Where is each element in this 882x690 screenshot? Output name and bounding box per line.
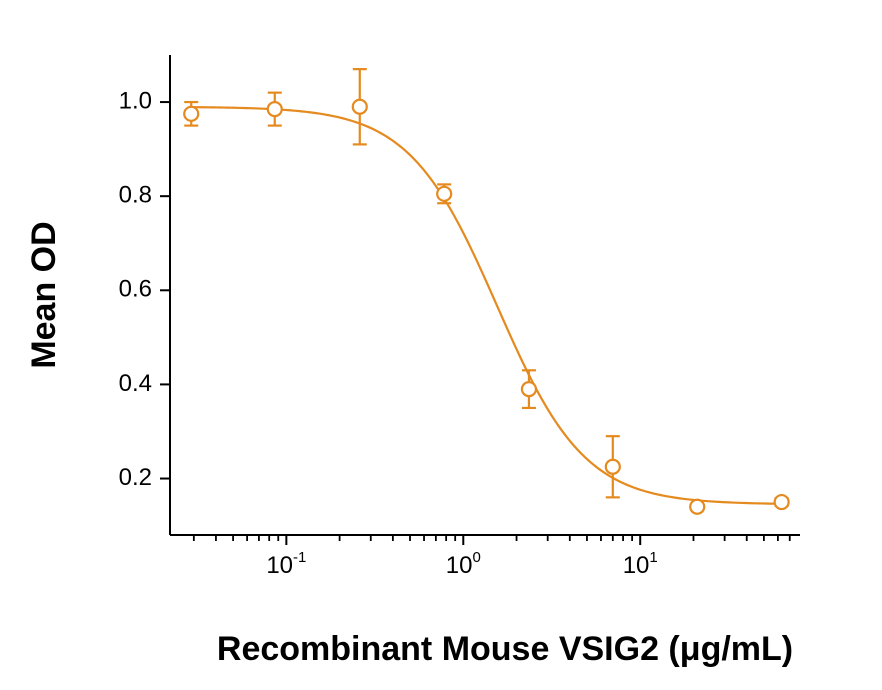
data-point: [268, 102, 282, 116]
data-point: [353, 100, 367, 114]
y-axis-label: Mean OD: [25, 221, 63, 368]
data-point: [775, 495, 789, 509]
y-tick-label: 1.0: [119, 87, 152, 114]
y-tick-label: 0.2: [119, 464, 152, 491]
x-axis-label: Recombinant Mouse VSIG2 (μg/mL): [217, 630, 793, 668]
data-point: [184, 107, 198, 121]
data-point: [522, 382, 536, 396]
y-tick-label: 0.4: [119, 370, 152, 397]
chart-svg: 0.20.40.60.81.010-1100101Mean ODRecombin…: [0, 0, 882, 690]
data-point: [437, 187, 451, 201]
dose-response-chart: 0.20.40.60.81.010-1100101Mean ODRecombin…: [0, 0, 882, 690]
data-point: [690, 500, 704, 514]
y-tick-label: 0.6: [119, 276, 152, 303]
data-point: [606, 460, 620, 474]
y-tick-label: 0.8: [119, 182, 152, 209]
